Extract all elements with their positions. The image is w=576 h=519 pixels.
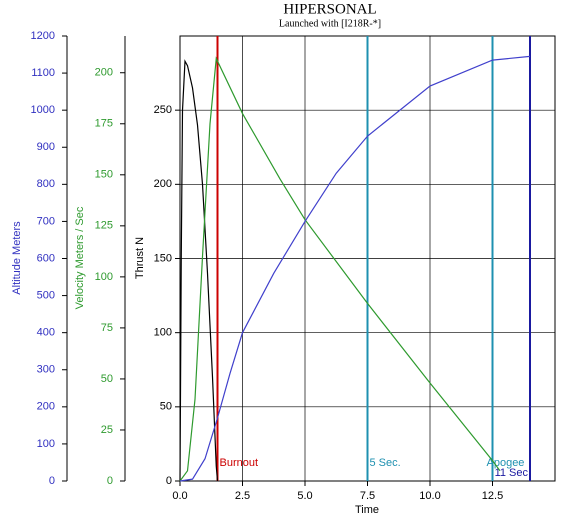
data-line	[179, 56, 501, 482]
chart-title: HIPERSONAL	[283, 1, 376, 17]
marker-label: Burnout	[220, 457, 259, 469]
y3-tick-label: 300	[37, 364, 55, 376]
y3-tick-label: 100	[37, 438, 55, 450]
y2-tick-label: 125	[95, 220, 113, 232]
y-axis-title: Thrust N	[134, 237, 146, 279]
y-tick-label: 0	[166, 475, 172, 487]
y3-tick-label: 400	[37, 327, 55, 339]
y2-tick-label: 75	[101, 322, 113, 334]
data-line	[179, 55, 531, 482]
y3-tick-label: 500	[37, 289, 55, 301]
y2-axis-title: Velocity Meters / Sec	[74, 206, 86, 309]
y2-tick-label: 50	[101, 373, 113, 385]
y3-tick-label: 1200	[31, 30, 55, 42]
y-tick-label: 200	[154, 178, 172, 190]
y3-tick-label: 1100	[31, 67, 55, 79]
x-tick-label: 0.0	[172, 490, 187, 502]
y2-tick-label: 150	[95, 169, 113, 181]
y2-tick-label: 100	[95, 271, 113, 283]
y-tick-label: 250	[154, 104, 172, 116]
x-tick-label: 5.0	[297, 490, 312, 502]
chart-subtitle: Launched with [I218R-*]	[279, 18, 381, 29]
x-tick-label: 12.5	[482, 490, 503, 502]
y3-axis-title: Altitude Meters	[11, 221, 23, 295]
y3-tick-label: 800	[37, 178, 55, 190]
x-tick-label: 10.0	[419, 490, 440, 502]
data-line	[179, 59, 219, 482]
y2-tick-label: 175	[95, 118, 113, 130]
marker-label: 11 Sec	[495, 467, 529, 479]
y-tick-label: 50	[160, 401, 172, 413]
y3-tick-label: 200	[37, 401, 55, 413]
y2-tick-label: 25	[101, 424, 113, 436]
y3-tick-label: 1000	[31, 104, 55, 116]
y-tick-label: 150	[154, 252, 172, 264]
y3-tick-label: 700	[37, 215, 55, 227]
x-tick-label: 7.5	[360, 490, 375, 502]
y3-tick-label: 600	[37, 252, 55, 264]
y3-tick-label: 900	[37, 141, 55, 153]
y2-tick-label: 0	[107, 475, 113, 487]
y3-tick-label: 0	[49, 475, 55, 487]
y-tick-label: 100	[154, 327, 172, 339]
marker-label: 5 Sec.	[370, 457, 401, 469]
x-axis-title: Time	[355, 504, 379, 516]
y2-tick-label: 200	[95, 67, 113, 79]
x-tick-label: 2.5	[235, 490, 250, 502]
